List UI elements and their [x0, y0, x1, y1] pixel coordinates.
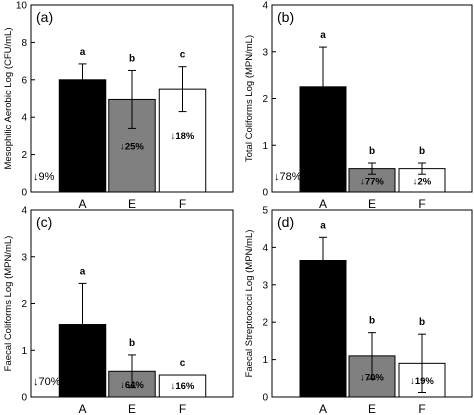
chart-panel-2: 0 1 2 3 4 Total Coliforms Log (MPN/mL) (b) a A ↓7…: [244, 1, 473, 211]
panel-label: (c): [36, 214, 52, 230]
y-tick-label: 1: [262, 141, 268, 152]
significance-letter: a: [80, 266, 86, 277]
y-tick-label: 3: [21, 252, 27, 263]
bar-F: [158, 374, 207, 398]
reduction-label: ↓18%: [171, 131, 195, 142]
reduction-label: ↓2%: [413, 176, 432, 187]
y-tick-label: 1: [21, 346, 27, 357]
y-tick-label: 3: [262, 280, 268, 291]
y-tick-label: 4: [262, 1, 268, 12]
significance-letter: a: [320, 220, 326, 231]
reduction-label: ↓19%: [410, 376, 434, 387]
y-tick-label: 0: [21, 188, 27, 199]
y-tick-label: 8: [21, 38, 27, 49]
x-tick-label: F: [179, 197, 186, 211]
y-tick-label: 2: [21, 150, 27, 161]
x-tick-label: A: [319, 197, 327, 211]
y-axis-label: Mesophilic Aerobic Log (CFU/mL): [3, 27, 14, 169]
x-tick-label: A: [319, 402, 327, 415]
significance-letter: a: [320, 30, 326, 41]
x-tick-label: E: [368, 197, 376, 211]
y-tick-label: 4: [262, 243, 268, 254]
x-tick-label: E: [128, 402, 136, 415]
y-tick-label: 2: [21, 299, 27, 310]
y-tick-label: 1: [262, 355, 268, 366]
reduction-label: ↓25%: [120, 141, 144, 152]
significance-letter: b: [369, 146, 375, 157]
reduction-label: ↓64%: [120, 380, 144, 391]
reduction-label: ↓9%: [33, 171, 55, 183]
y-tick-label: 4: [21, 206, 27, 217]
significance-letter: b: [129, 53, 135, 64]
x-tick-label: A: [79, 197, 87, 211]
significance-letter: a: [80, 47, 86, 58]
y-tick-label: 0: [262, 188, 268, 199]
panel-label: (b): [277, 9, 294, 25]
significance-letter: c: [180, 50, 186, 61]
reduction-label: ↓16%: [171, 381, 195, 392]
reduction-label: ↓70%: [360, 372, 384, 383]
significance-letter: c: [180, 358, 186, 369]
x-tick-label: A: [79, 402, 87, 415]
significance-letter: b: [129, 338, 135, 349]
reduction-label: ↓78%: [274, 171, 302, 183]
panel-label: (d): [277, 214, 294, 230]
x-tick-label: E: [128, 197, 136, 211]
y-axis-label: Faecal Coliforms Log (MPN/mL): [3, 236, 14, 372]
y-tick-label: 4: [21, 113, 27, 124]
x-tick-label: F: [418, 197, 425, 211]
y-tick-label: 0: [21, 393, 27, 404]
y-tick-label: 3: [262, 47, 268, 58]
significance-letter: b: [369, 316, 375, 327]
y-tick-label: 6: [21, 75, 27, 86]
y-tick-label: 2: [262, 318, 268, 329]
bar-A: [58, 79, 107, 193]
panel-label: (a): [36, 9, 53, 25]
y-axis-label: Total Coliforms Log (MPN/mL): [244, 35, 255, 162]
chart-panel-1: 0 2 4 6 8 10 Mesophilic Aerobic Log (CFU/mL) (a…: [3, 1, 234, 211]
y-tick-label: 2: [262, 94, 268, 105]
y-tick-label: 0: [262, 393, 268, 404]
chart-panel-4: 0 1 2 3 4 5 Faecal Streptococci Log (MPN/mL) (d…: [244, 206, 473, 415]
y-tick-label: 5: [262, 206, 268, 217]
significance-letter: b: [419, 146, 425, 157]
chart-panel-3: 0 1 2 3 4 Faecal Coliforms Log (MPN/mL) (c) a A ↓…: [3, 206, 234, 415]
x-tick-label: F: [179, 402, 186, 415]
x-tick-label: E: [368, 402, 376, 415]
y-tick-label: 10: [16, 1, 28, 12]
y-axis-label: Faecal Streptococci Log (MPN/mL): [244, 230, 255, 378]
reduction-label: ↓77%: [360, 176, 384, 187]
reduction-label: ↓70%: [33, 376, 61, 388]
x-tick-label: F: [418, 402, 425, 415]
significance-letter: b: [419, 317, 425, 328]
